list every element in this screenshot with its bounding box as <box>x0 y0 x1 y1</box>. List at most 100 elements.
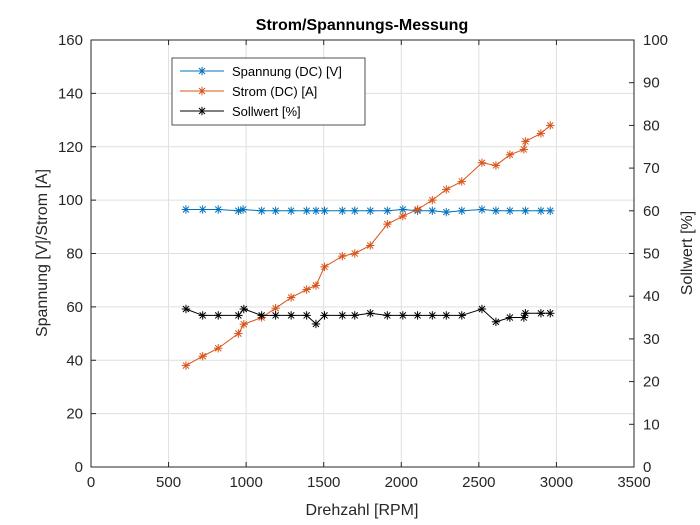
data-point <box>398 211 408 221</box>
legend: Spannung (DC) [V] Strom (DC) [A] Sollwer… <box>171 57 366 126</box>
marker-stroke <box>312 320 320 328</box>
y-right-tick-label: 90 <box>643 75 660 92</box>
data-point <box>302 206 311 215</box>
data-point <box>181 304 191 314</box>
marker-stroke <box>303 286 311 293</box>
legend-label-strom: Strom (DC) [A] <box>232 84 317 99</box>
data-point <box>181 205 191 214</box>
marker-stroke <box>506 314 514 321</box>
x-tick-label: 0 <box>87 474 95 491</box>
chart-title: Strom/Spannungs-Messung <box>256 17 468 34</box>
data-point <box>413 205 422 214</box>
marker-stroke <box>198 67 206 75</box>
data-point <box>383 311 392 320</box>
data-point <box>477 304 487 314</box>
marker-stroke <box>428 196 436 204</box>
data-point <box>536 309 546 318</box>
legend-entry-strom: Strom (DC) [A] <box>180 84 317 99</box>
marker-stroke <box>537 207 545 215</box>
legend-marker-glyph <box>197 106 207 116</box>
marker-stroke <box>351 312 359 319</box>
marker-stroke <box>366 309 374 317</box>
y-left-tick-label: 120 <box>58 139 83 156</box>
marker-stroke <box>338 252 346 260</box>
marker-stroke <box>214 344 222 352</box>
data-point <box>271 311 280 320</box>
ticks: 0 500 1000 1500 2000 2500 3000 3500020406080100… <box>58 32 668 491</box>
data-point <box>457 311 466 320</box>
data-point <box>477 158 487 167</box>
series-layer <box>181 121 555 370</box>
marker-stroke <box>321 312 328 319</box>
data-point <box>271 206 280 215</box>
marker-stroke <box>182 305 190 313</box>
data-point <box>491 161 501 170</box>
marker-stroke <box>478 159 486 167</box>
data-point <box>320 262 329 272</box>
data-point <box>442 311 451 320</box>
data-point <box>311 319 321 329</box>
data-point <box>350 311 359 320</box>
data-point <box>442 207 451 217</box>
data-point <box>214 311 223 320</box>
data-point <box>181 361 191 370</box>
marker-stroke <box>366 242 374 249</box>
data-point <box>214 344 223 353</box>
marker-stroke <box>214 312 222 319</box>
marker-stroke <box>312 282 320 289</box>
data-point <box>519 145 529 154</box>
y-right-tick-label: 40 <box>643 288 660 305</box>
x-tick-label: 2500 <box>462 474 495 491</box>
y-right-tick-label: 80 <box>643 117 660 134</box>
marker-stroke <box>458 178 466 185</box>
x-tick-label: 1500 <box>307 474 340 491</box>
data-point <box>338 206 347 215</box>
marker-stroke <box>258 207 266 215</box>
marker-stroke <box>442 186 450 193</box>
data-point <box>413 311 422 320</box>
marker-stroke <box>214 206 222 213</box>
y-left-tick-label: 60 <box>66 299 83 316</box>
marker-stroke <box>506 151 514 159</box>
marker-stroke <box>240 320 248 328</box>
marker-stroke <box>338 207 346 215</box>
marker-stroke <box>240 305 248 313</box>
marker-stroke <box>287 207 295 215</box>
data-point <box>234 329 243 338</box>
data-point <box>214 205 223 214</box>
marker-stroke <box>458 207 466 215</box>
data-point <box>505 206 515 215</box>
marker-stroke <box>399 206 407 213</box>
x-tick-label: 3000 <box>540 474 573 491</box>
data-point <box>428 206 437 215</box>
marker-stroke <box>442 208 450 216</box>
data-point <box>383 219 392 229</box>
marker-stroke <box>199 206 207 213</box>
data-point <box>320 311 329 320</box>
marker-stroke <box>383 312 391 319</box>
marker-stroke <box>428 207 436 215</box>
data-point <box>286 311 296 320</box>
marker-stroke <box>428 312 436 319</box>
marker-stroke <box>235 207 242 215</box>
data-point <box>546 206 555 215</box>
marker-stroke <box>478 206 486 213</box>
data-point <box>320 206 329 215</box>
y-left-tick-label: 0 <box>75 459 83 476</box>
marker-stroke <box>287 312 295 319</box>
marker-stroke <box>492 207 500 215</box>
data-point <box>338 251 347 261</box>
data-point <box>302 285 311 294</box>
data-point <box>457 206 466 215</box>
data-point <box>398 311 408 320</box>
data-point <box>536 129 546 138</box>
legend-marker-glyph <box>197 66 207 76</box>
data-point <box>428 195 437 205</box>
data-point <box>546 309 555 318</box>
y-axis-right-label: Sollwert [%] <box>679 211 696 295</box>
y-left-tick-label: 80 <box>66 246 83 263</box>
data-point <box>366 309 375 318</box>
data-point <box>505 313 515 322</box>
marker-stroke <box>351 207 359 215</box>
marker-stroke <box>414 312 421 319</box>
